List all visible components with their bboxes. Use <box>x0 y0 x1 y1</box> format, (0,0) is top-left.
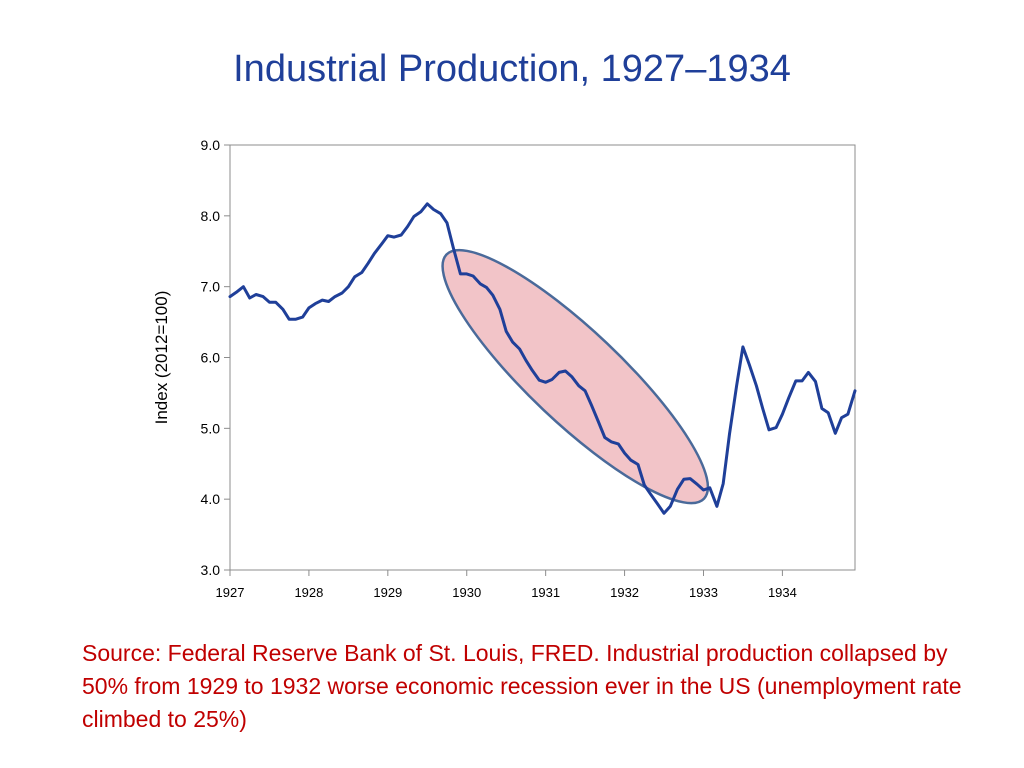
y-tick-label: 4.0 <box>201 491 221 507</box>
x-tick-label: 1931 <box>531 585 560 600</box>
x-tick-label: 1929 <box>373 585 402 600</box>
y-tick-label: 6.0 <box>201 350 221 366</box>
source-caption: Source: Federal Reserve Bank of St. Loui… <box>82 640 962 732</box>
highlight-ellipse <box>441 248 710 505</box>
y-axis-label: Index (2012=100) <box>152 291 171 425</box>
x-tick-label: 1928 <box>294 585 323 600</box>
x-tick-label: 1927 <box>216 585 245 600</box>
y-tick-label: 5.0 <box>201 420 221 436</box>
y-tick-label: 7.0 <box>201 279 221 295</box>
x-tick-label: 1930 <box>452 585 481 600</box>
x-tick-label: 1934 <box>768 585 797 600</box>
y-tick-label: 8.0 <box>201 208 221 224</box>
y-tick-label: 3.0 <box>201 562 221 578</box>
y-tick-label: 9.0 <box>201 137 221 153</box>
line-chart: 3.0 4.0 5.0 6.0 7.0 8.0 9.0 1927 1928 1929 1930 193… <box>152 137 857 600</box>
x-tick-label: 1933 <box>689 585 718 600</box>
x-tick-label: 1932 <box>610 585 639 600</box>
series-line <box>228 202 857 515</box>
slide-title: Industrial Production, 1927–1934 <box>233 48 791 90</box>
